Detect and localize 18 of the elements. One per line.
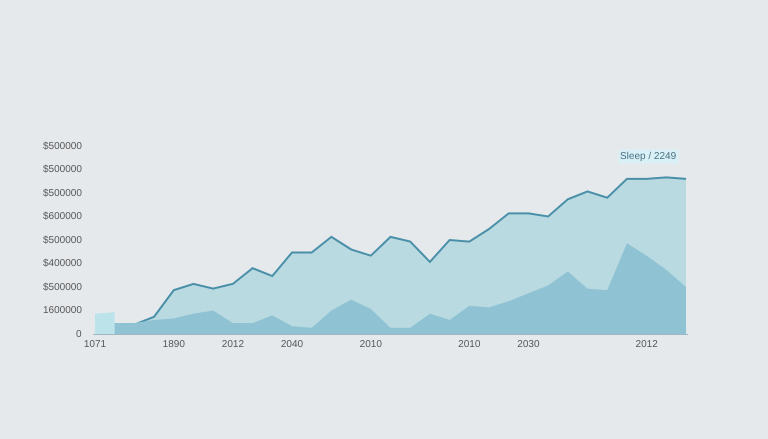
x-tick-label: 2040 <box>280 339 304 350</box>
text: $400000 <box>43 258 82 269</box>
text: $500000 <box>43 164 82 175</box>
x-tick-label: 1890 <box>162 339 186 350</box>
text: $500000 <box>43 141 82 152</box>
x-tick-label: 2012 <box>222 339 244 350</box>
text: 0 <box>76 329 82 340</box>
text: $500000 <box>43 282 82 293</box>
text: $500000 <box>43 235 82 246</box>
text: $500000 <box>43 188 82 199</box>
text: Sleep / 2249 <box>620 151 677 162</box>
x-tick-label: 2010 <box>360 339 382 350</box>
x-tick-label: 1071 <box>84 339 107 350</box>
x-tick-label: 2030 <box>517 339 540 350</box>
x-tick-label: 2010 <box>458 339 481 350</box>
x-tick-label: 2012 <box>636 339 658 350</box>
text: $600000 <box>43 211 82 222</box>
text: 1600000 <box>43 305 82 316</box>
